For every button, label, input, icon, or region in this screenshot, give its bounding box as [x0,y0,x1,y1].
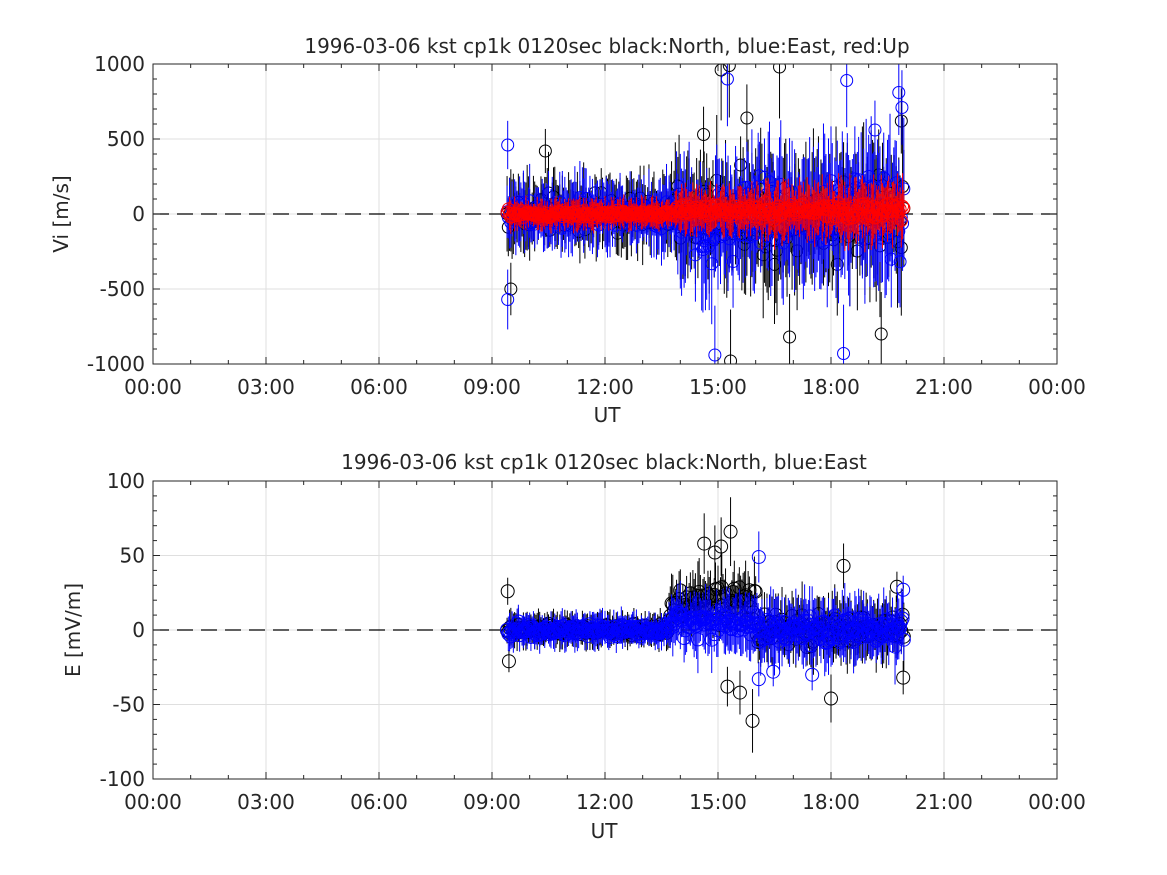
electric-field-x-tick-label: 00:00 [1028,790,1086,814]
electric-field-data-point [766,664,781,679]
electric-field-y-tick-label: 50 [120,544,145,568]
electric-field-y-tick-label: -100 [100,767,145,791]
velocity-data-point [894,214,908,228]
velocity-x-tick-label: 15:00 [689,375,747,399]
velocity-data-point [874,327,888,341]
electric-field-data-point [745,713,760,728]
electric-field-x-tick-label: 03:00 [237,790,295,814]
electric-field-x-tick-labels: 00:00 03:00 06:00 09:00 12:00 15:00 18:00 21:00… [124,790,1086,814]
electric-field-data-point [822,633,837,648]
velocity-y-tick-labels: -1000 -500 0 500 1000 [87,52,145,376]
velocity-y-tick-label: -1000 [87,352,145,376]
velocity-data-point [884,252,898,266]
electric-field-data-point [826,615,841,630]
electric-field-data-point [894,614,909,629]
velocity-x-tick-label: 00:00 [124,375,182,399]
velocity-series-2-marks [500,173,911,253]
electric-field-data-point [896,632,911,647]
velocity-x-tick-label: 03:00 [237,375,295,399]
velocity-x-tick-label: 21:00 [915,375,973,399]
electric-field-axes-box [152,480,1058,780]
electric-field-data-point [732,685,747,700]
velocity-x-tick-label: 12:00 [576,375,634,399]
velocity-y-tick-label: 500 [107,127,145,151]
electric-field-y-tick-label: 0 [132,618,145,642]
velocity-x-tick-label: 06:00 [350,375,408,399]
electric-field-x-tick-label: 21:00 [915,790,973,814]
electric-field-data-point [720,679,735,694]
electric-field-x-tick-label: 09:00 [463,790,521,814]
velocity-data-point [837,347,851,360]
electric-field-data-point [824,691,838,706]
velocity-data-point [892,86,906,99]
velocity-y-tick-label: -500 [100,277,145,301]
velocity-x-tick-labels: 00:00 03:00 06:00 09:00 12:00 15:00 18:00 21:00… [124,375,1086,399]
velocity-data-point [868,123,882,137]
electric-field-x-tick-label: 15:00 [689,790,747,814]
velocity-data-point [722,64,736,72]
electric-field-data-point [751,672,766,687]
electric-field-y-tick-labels: -100 -50 0 50 100 [100,469,145,791]
velocity-data-point [773,64,787,74]
velocity-data-point [740,111,754,125]
electric-field-y-tick-label: 100 [107,469,145,493]
electric-field-data-point [896,582,911,597]
electric-field-data-point [501,654,516,669]
electric-field-x-tick-label: 06:00 [350,790,408,814]
electric-field-series-1-marks [500,531,911,697]
electric-field-data-point [714,539,729,554]
velocity-data-point [504,282,518,296]
velocity-data-point [895,101,909,114]
velocity-data-point [501,293,515,306]
electric-field-data-point [836,558,851,573]
electric-field-data-point [723,524,738,539]
electric-field-data-point [751,549,766,564]
electric-field-data-marks [500,497,911,753]
electric-field-x-axis-label: UT [591,819,619,843]
velocity-data-point [760,230,774,244]
electric-field-data-point [797,614,812,629]
velocity-y-axis-label: Vi [m/s] [49,175,73,252]
electric-field-data-point [500,584,515,599]
electric-field-data-point [805,667,820,682]
electric-field-data-point [896,670,911,685]
electric-field-x-tick-label: 18:00 [802,790,860,814]
velocity-data-point [697,128,711,141]
velocity-data-point [783,330,797,344]
velocity-data-point [894,114,908,128]
velocity-axes-box [152,63,1058,365]
velocity-y-tick-label: 0 [132,202,145,226]
velocity-data-point [720,72,734,86]
electric-field-y-axis-label: E [mV/m] [61,583,85,677]
velocity-x-tick-label: 18:00 [802,375,860,399]
electric-field-chart-title: 1996-03-06 kst cp1k 0120sec black:North,… [341,450,867,474]
velocity-data-point [893,255,907,269]
velocity-data-point [724,354,738,364]
electric-field-x-tick-label: 12:00 [576,790,634,814]
velocity-x-tick-label: 00:00 [1028,375,1086,399]
velocity-chart-title: 1996-03-06 kst cp1k 0120sec black:North,… [304,34,909,58]
velocity-data-point [840,74,854,87]
electric-field-data-point [697,536,712,551]
velocity-x-tick-label: 09:00 [463,375,521,399]
electric-field-data-point [895,611,910,626]
velocity-data-point [538,144,552,158]
electric-field-x-tick-label: 00:00 [124,790,182,814]
velocity-data-point [501,138,515,152]
electric-field-y-tick-label: -50 [112,693,145,717]
velocity-data-marks [500,64,911,364]
electric-field-data-point [803,638,818,653]
velocity-y-tick-label: 1000 [94,52,145,76]
electric-field-panel: 1996-03-06 kst cp1k 0120sec black:North,… [61,450,1086,843]
velocity-data-point [896,199,910,213]
velocity-data-point [897,201,911,215]
velocity-data-point [708,348,722,362]
velocity-x-axis-label: UT [594,403,622,427]
velocity-panel: 1996-03-06 kst cp1k 0120sec black:North,… [49,34,1086,427]
velocity-data-point [697,234,711,248]
